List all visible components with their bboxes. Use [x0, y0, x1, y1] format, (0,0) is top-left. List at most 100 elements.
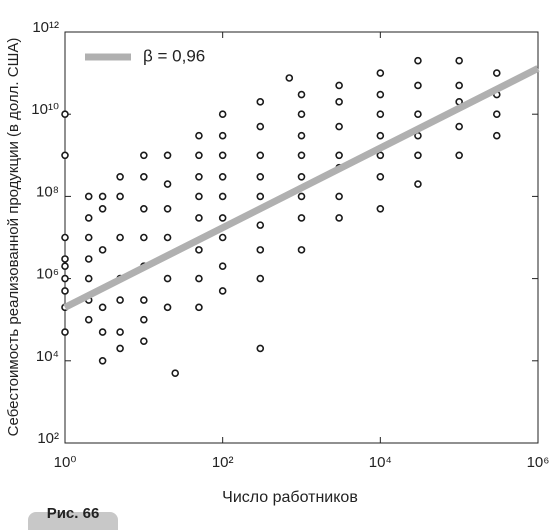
data-point: [116, 172, 124, 181]
data-point: [218, 287, 227, 295]
data-point: [195, 303, 203, 312]
y-axis-label: Себестоимость реализованной продукции (в…: [5, 38, 22, 437]
data-point: [256, 122, 265, 131]
data-point: [116, 344, 124, 353]
data-point: [455, 122, 463, 131]
data-point: [297, 90, 306, 99]
data-point: [61, 262, 69, 271]
data-point: [492, 110, 501, 118]
data-point: [256, 151, 265, 160]
data-point: [218, 151, 227, 160]
y-tick-label: 10¹⁰: [31, 101, 59, 118]
data-point: [376, 204, 385, 213]
data-point: [297, 151, 306, 160]
data-point: [285, 74, 294, 82]
data-point: [335, 151, 343, 160]
data-point: [376, 172, 385, 181]
data-point: [163, 233, 172, 242]
data-point: [455, 56, 463, 65]
data-point: [116, 296, 124, 304]
data-point: [297, 110, 306, 118]
data-point: [116, 192, 124, 201]
data-point: [84, 274, 93, 283]
data-point: [256, 246, 265, 254]
data-point: [140, 204, 148, 213]
data-point: [195, 214, 203, 222]
data-point: [163, 303, 172, 312]
data-point: [218, 262, 227, 271]
data-point: [195, 246, 203, 254]
data-point: [61, 255, 69, 263]
data-point: [492, 69, 501, 77]
data-point: [256, 172, 265, 181]
data-point: [376, 110, 385, 118]
data-point: [140, 151, 148, 160]
data-point: [61, 274, 69, 283]
data-point: [98, 328, 107, 336]
fit-line: [63, 65, 540, 311]
data-point: [414, 151, 422, 160]
data-point: [218, 172, 227, 181]
data-point: [140, 315, 148, 324]
data-point: [376, 131, 385, 140]
x-tick-label: 10⁶: [527, 454, 550, 471]
caption: Рис. 66: [47, 505, 100, 522]
data-point: [195, 172, 203, 181]
data-point: [140, 233, 148, 242]
data-point: [195, 151, 203, 160]
data-point: [163, 151, 172, 160]
data-point: [84, 255, 93, 263]
data-point: [297, 192, 306, 201]
data-point: [163, 274, 172, 283]
data-point: [335, 214, 343, 222]
data-point: [84, 214, 93, 222]
data-point: [218, 233, 227, 242]
data-point: [195, 274, 203, 283]
data-point: [171, 369, 180, 377]
data-point: [455, 151, 463, 160]
data-point: [195, 131, 203, 140]
x-tick-label: 10²: [212, 454, 234, 471]
x-tick-label: 10⁴: [369, 454, 392, 471]
y-tick-label: 10⁸: [36, 183, 59, 200]
data-point: [335, 122, 343, 131]
data-point: [84, 192, 93, 201]
data-point: [414, 110, 422, 118]
data-point: [218, 131, 227, 140]
data-point: [218, 110, 227, 118]
data-point: [98, 204, 107, 213]
data-point: [414, 56, 422, 65]
data-point: [455, 81, 463, 90]
caption-box: [28, 512, 118, 530]
data-point: [492, 131, 501, 140]
data-point: [256, 192, 265, 201]
data-point: [297, 131, 306, 140]
data-point: [256, 98, 265, 106]
data-point: [297, 214, 306, 222]
data-point: [61, 110, 69, 118]
y-tick-label: 10⁴: [36, 348, 59, 365]
data-point: [414, 81, 422, 90]
data-point: [116, 233, 124, 242]
data-point: [256, 274, 265, 283]
data-point: [335, 192, 343, 201]
data-point: [140, 296, 148, 304]
data-point: [376, 90, 385, 99]
data-point: [218, 214, 227, 222]
data-point: [256, 344, 265, 353]
data-point: [140, 337, 148, 345]
data-point: [163, 204, 172, 213]
data-point: [256, 221, 265, 229]
data-point: [98, 246, 107, 254]
data-point: [61, 233, 69, 242]
legend-label: β = 0,96: [143, 46, 205, 65]
data-point: [376, 69, 385, 77]
data-point: [61, 287, 69, 295]
data-point: [140, 172, 148, 181]
y-tick-label: 10⁶: [36, 266, 59, 283]
data-point: [98, 303, 107, 312]
data-point: [335, 98, 343, 106]
x-tick-label: 10⁰: [54, 454, 77, 471]
data-point: [195, 192, 203, 201]
